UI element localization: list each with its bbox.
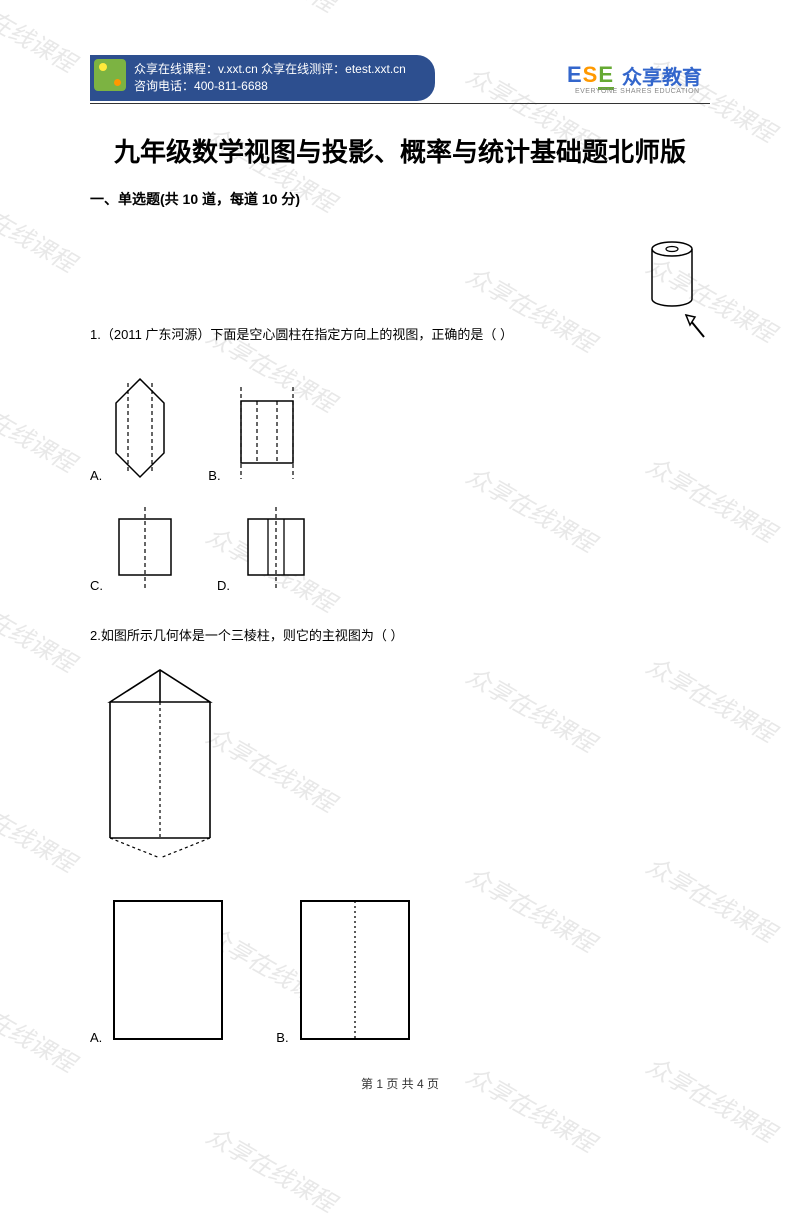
- logo: ESE 众享教育 EVERYONE SHARES EDUCATION: [567, 61, 702, 95]
- q2-text: 2.如图所示几何体是一个三棱柱，则它的主视图为（ ）: [90, 625, 710, 644]
- q1-fig-a: [108, 373, 172, 483]
- banner-deco-icon: [94, 59, 126, 91]
- q1-label-b: B.: [208, 468, 220, 483]
- watermark: 众享在线课程: [461, 1056, 603, 1158]
- q1-fig-c: [109, 503, 181, 593]
- q1-label-d: D.: [217, 578, 230, 593]
- banner-line1: 众享在线课程：v.xxt.cn 众享在线测评：etest.xxt.cn: [134, 61, 417, 78]
- banner-phone-label: 咨询电话：: [134, 79, 194, 93]
- q1-text: 1.（2011 广东河源）下面是空心圆柱在指定方向上的视图，正确的是（ ）: [90, 324, 513, 347]
- q2-option-a: A.: [90, 895, 228, 1045]
- q1-fig-d: [236, 503, 316, 593]
- logo-e1: E: [567, 62, 583, 87]
- q2-figure-prism: [90, 658, 710, 873]
- section-heading: 一、单选题(共 10 道，每道 10 分): [90, 189, 710, 209]
- q2-fig-a: [108, 895, 228, 1045]
- logo-e2: E: [598, 62, 614, 90]
- page-content: 众享在线课程：v.xxt.cn 众享在线测评：etest.xxt.cn 咨询电话…: [0, 0, 800, 1045]
- logo-ese: ESE: [567, 62, 614, 88]
- q1-fig-b: [227, 383, 307, 483]
- banner-phone: 400-811-6688: [194, 79, 268, 93]
- banner-right: ESE 众享教育 EVERYONE SHARES EDUCATION: [435, 55, 710, 101]
- q1-option-d: D.: [217, 503, 316, 593]
- banner-eval-url: etest.xxt.cn: [345, 62, 406, 76]
- page-title: 九年级数学视图与投影、概率与统计基础题北师版: [90, 132, 710, 174]
- q2-label-b: B.: [276, 1030, 288, 1045]
- logo-sub: EVERYONE SHARES EDUCATION: [575, 88, 700, 95]
- q1-option-a: A.: [90, 373, 172, 483]
- q2-fig-b: [295, 895, 415, 1045]
- banner-eval-label: 众享在线测评：: [258, 62, 345, 76]
- q1-label-c: C.: [90, 578, 103, 593]
- header-banner: 众享在线课程：v.xxt.cn 众享在线测评：etest.xxt.cn 咨询电话…: [90, 55, 710, 104]
- q1-options-row1: A. B.: [90, 373, 710, 483]
- banner-left: 众享在线课程：v.xxt.cn 众享在线测评：etest.xxt.cn 咨询电话…: [90, 55, 435, 101]
- q2-options: A. B.: [90, 895, 710, 1045]
- q1-option-c: C.: [90, 503, 181, 593]
- logo-cn: 众享教育: [622, 61, 702, 90]
- q1-figure-cylinder: [642, 237, 710, 347]
- q2-option-b: B.: [276, 895, 414, 1045]
- banner-line2: 咨询电话：400-811-6688: [134, 78, 417, 95]
- watermark: 众享在线课程: [641, 1046, 783, 1148]
- q1-label-a: A.: [90, 468, 102, 483]
- q2-label-a: A.: [90, 1030, 102, 1045]
- banner-course-url: v.xxt.cn: [218, 62, 258, 76]
- question-1: 1.（2011 广东河源）下面是空心圆柱在指定方向上的视图，正确的是（ ） A.: [90, 237, 710, 593]
- q1-options-row2: C. D.: [90, 503, 710, 593]
- q1-option-b: B.: [208, 383, 306, 483]
- page-footer: 第 1 页 共 4 页: [0, 1075, 800, 1092]
- banner-course-label: 众享在线课程：: [134, 62, 218, 76]
- logo-s: S: [583, 62, 599, 87]
- question-2: 2.如图所示几何体是一个三棱柱，则它的主视图为（ ） A.: [90, 625, 710, 1045]
